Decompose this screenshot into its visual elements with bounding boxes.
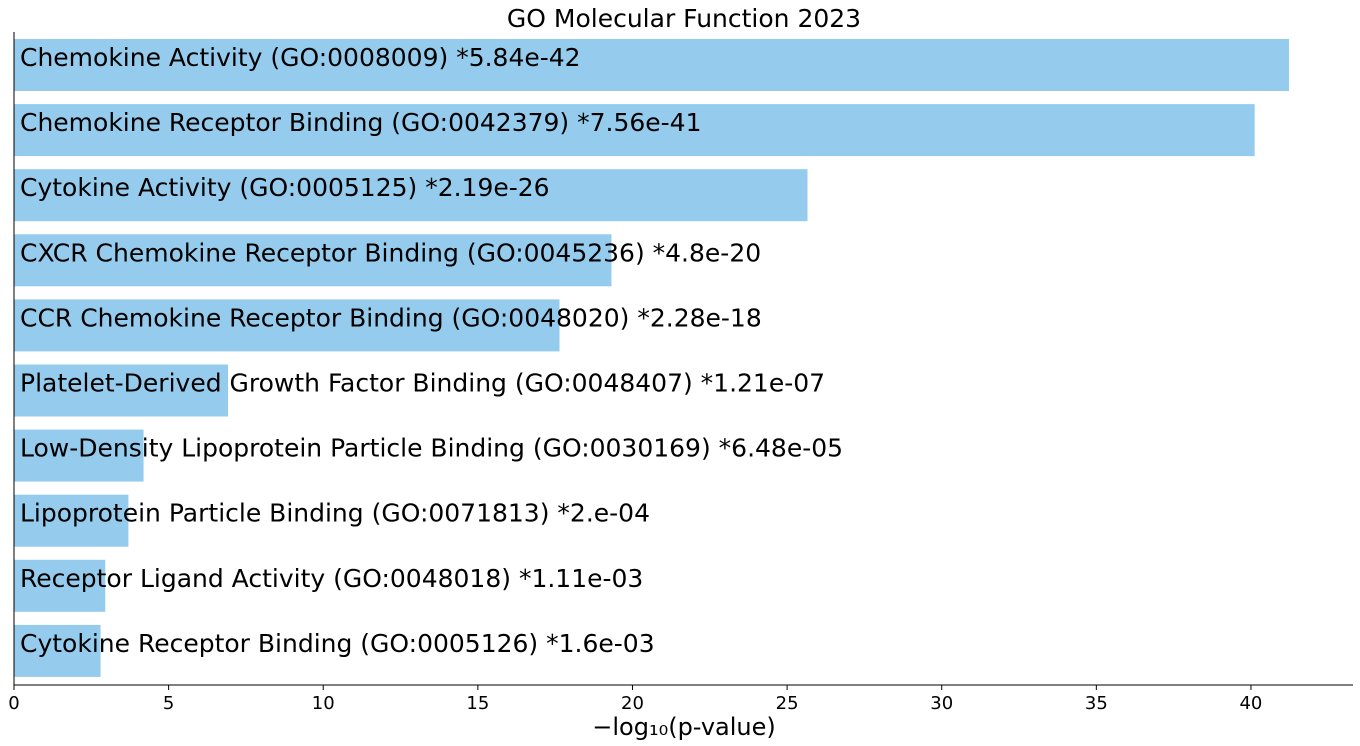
x-axis-label: −log₁₀(p-value) [592,713,775,741]
bar-4 [14,234,612,287]
x-tick-label-8: 40 [1239,693,1262,714]
bar-1 [14,39,1289,91]
bar-label-3: Cytokine Activity (GO:0005125) *2.19e-26 [20,173,550,202]
x-tick-label-3: 15 [466,693,489,714]
bar-label-10: Cytokine Receptor Binding (GO:0005126) *… [20,629,655,658]
x-tick-label-7: 35 [1085,693,1108,714]
bar-8 [14,494,129,547]
bar-6 [14,364,228,417]
bar-10 [14,624,101,677]
x-tick-label-5: 25 [776,693,799,714]
bar-3 [14,169,808,222]
bar-7 [14,429,144,482]
bar-label-2: Chemokine Receptor Binding (GO:0042379) … [20,108,702,137]
bar-labels: Chemokine Activity (GO:0008009) *5.84e-4… [20,43,843,658]
x-tick-label-4: 20 [621,693,644,714]
bar-2 [14,104,1255,157]
bar-label-6: Platelet-Derived Growth Factor Binding (… [20,369,825,398]
bar-9 [14,559,106,612]
chart-title: GO Molecular Function 2023 [507,4,861,33]
bar-label-9: Receptor Ligand Activity (GO:0048018) *1… [20,564,643,593]
bar-label-7: Low-Density Lipoprotein Particle Binding… [20,434,843,463]
bars-layer [14,39,1289,677]
x-tick-label-1: 5 [163,693,174,714]
bar-label-8: Lipoprotein Particle Binding (GO:0071813… [20,499,650,528]
x-tick-label-0: 0 [8,693,19,714]
bar-label-4: CXCR Chemokine Receptor Binding (GO:0045… [20,238,761,267]
x-ticks: 0 5 10 15 20 25 30 35 40 [8,685,1262,714]
bar-5 [14,299,560,352]
bar-label-5: CCR Chemokine Receptor Binding (GO:00480… [20,303,762,332]
x-tick-label-6: 30 [930,693,953,714]
bar-label-1: Chemokine Activity (GO:0008009) *5.84e-4… [20,43,581,72]
x-tick-label-2: 10 [312,693,335,714]
